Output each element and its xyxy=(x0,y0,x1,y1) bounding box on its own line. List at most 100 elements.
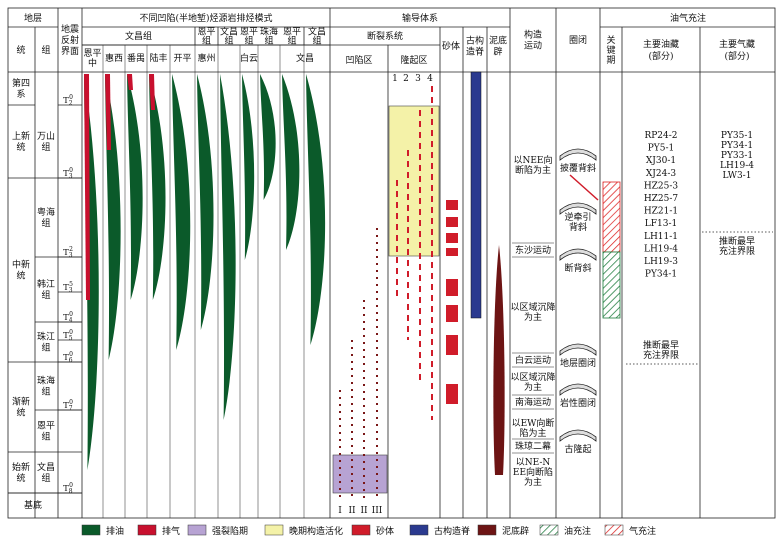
tectonic-regime: 以区域沉降为主 xyxy=(510,371,555,393)
header-cell: 主要油藏(部分) xyxy=(643,38,679,62)
formation-name: 珠海组 xyxy=(37,374,55,397)
tectonic-regime: 以NE-N EE向断陷为主 xyxy=(513,458,553,488)
horizon-sub: 5 xyxy=(69,335,73,342)
horizon-label: T30 xyxy=(63,167,73,180)
formation-name: 粤海组 xyxy=(37,206,55,229)
sag-name: 开平 xyxy=(173,53,191,64)
header-cell: 统 xyxy=(16,44,25,56)
horizon-label: T32 xyxy=(63,246,73,259)
source-group: 恩平组 xyxy=(283,26,301,46)
horizon-sub: 2 xyxy=(69,100,73,107)
legend-label: 排油 xyxy=(106,525,124,537)
header-cell: 组 xyxy=(41,44,50,56)
oil-field: HZ25-3 xyxy=(644,181,679,191)
charge-limit: 推断最早充注界限 xyxy=(719,235,755,257)
horizon-sup: 5 xyxy=(69,281,73,288)
series-name: 始新统 xyxy=(12,461,30,484)
legend-label: 气充注 xyxy=(629,525,656,537)
source-group: 恩平组 xyxy=(197,26,215,46)
tectonic-event: 东沙运动 xyxy=(515,244,551,256)
sag-fault-label: II xyxy=(360,506,368,516)
series-name: 渐新统 xyxy=(12,395,30,418)
legend-swatch xyxy=(351,524,371,536)
sand-body xyxy=(446,335,458,355)
horizon-sub: 3 xyxy=(69,287,73,294)
sag-name: 惠西 xyxy=(105,52,123,64)
trap-name: 断背斜 xyxy=(564,262,591,274)
trap-icon xyxy=(559,148,597,161)
rift-period xyxy=(332,454,388,494)
oil-expulsion xyxy=(127,74,143,300)
uplift-fault-label: 2 xyxy=(403,74,409,84)
formation-name: 文昌组 xyxy=(37,461,55,484)
formation-name: 万山组 xyxy=(37,131,55,153)
header-cell: 隆起区 xyxy=(400,54,427,66)
legend-swatch xyxy=(137,524,157,536)
horizon-base: T xyxy=(63,401,69,411)
oil-field: LF13-1 xyxy=(645,219,677,229)
frame xyxy=(7,7,776,519)
oil-expulsion xyxy=(172,74,191,350)
gas-expulsion xyxy=(105,74,111,150)
oil-field: LH19-4 xyxy=(644,244,678,254)
legend-swatch xyxy=(187,524,207,536)
uplift-fault-label: 3 xyxy=(415,74,421,84)
legend-label: 泥底辟 xyxy=(502,525,529,537)
oil-expulsion xyxy=(260,74,276,200)
horizon-label: T35 xyxy=(63,281,73,294)
oil-expulsion xyxy=(149,74,166,300)
horizon-label: T40 xyxy=(63,311,73,324)
horizon-base: T xyxy=(63,96,69,106)
sand-body xyxy=(446,384,458,404)
sag-name: 惠州 xyxy=(197,52,215,64)
oil-field: XJ24-3 xyxy=(646,168,677,178)
sag-name: 文昌 xyxy=(296,52,314,64)
paleo-ridge xyxy=(470,71,482,319)
sag-fault-label: III xyxy=(372,506,383,516)
formation-name: 恩平组 xyxy=(37,420,55,442)
oil-expulsion xyxy=(282,74,300,250)
sand-body xyxy=(446,305,458,322)
trap-icon xyxy=(559,383,597,396)
source-group: 恩平组 xyxy=(240,26,258,46)
sand-body xyxy=(446,217,458,227)
gas-field: LH19-4 xyxy=(720,161,754,171)
legend-label: 强裂陷期 xyxy=(212,525,248,537)
horizon-label: T50 xyxy=(63,329,73,342)
sag-name: 陆丰 xyxy=(149,52,167,64)
gas-expulsion xyxy=(127,74,133,90)
oil-expulsion xyxy=(197,74,214,330)
horizon-sub: 3 xyxy=(69,173,73,180)
header-cell: 主要气藏(部分) xyxy=(719,38,755,62)
charge-limit: 推断最早充注界限 xyxy=(643,339,679,361)
oil-charge xyxy=(602,251,621,319)
horizon-sup: 0 xyxy=(69,311,73,318)
source-group: 珠海组 xyxy=(260,25,278,46)
oil-field: PY5-1 xyxy=(648,143,675,153)
basement: 基底 xyxy=(24,499,42,511)
trap-name: 地层圈闭 xyxy=(560,357,596,369)
sag-name: 白云 xyxy=(240,52,258,64)
source-group: 文昌组 xyxy=(308,25,326,46)
sand-body xyxy=(446,248,458,256)
gas-field: PY34-1 xyxy=(721,141,753,151)
tectonic-event: 白云运动 xyxy=(515,354,551,366)
horizon-sub: 8 xyxy=(69,488,73,495)
horizon-sup: 0 xyxy=(69,94,73,101)
oil-expulsion xyxy=(220,74,236,420)
trap-name: 古隆起 xyxy=(564,443,591,455)
horizon-base: T xyxy=(63,313,69,323)
gas-field: LW3-1 xyxy=(723,171,752,181)
source-group: 文昌组 xyxy=(220,25,238,46)
trap-icon xyxy=(559,343,597,356)
series-name: 中新统 xyxy=(12,258,30,281)
horizon-base: T xyxy=(63,283,69,293)
trap-icon xyxy=(559,429,597,442)
uplift-fault-label: 1 xyxy=(392,74,398,84)
horizon-sup: 0 xyxy=(69,399,73,406)
header-cell: 地层 xyxy=(24,12,42,24)
legend-label: 砂体 xyxy=(376,525,394,537)
header-cell: 输导体系 xyxy=(402,12,438,24)
gas-charge xyxy=(602,181,621,253)
